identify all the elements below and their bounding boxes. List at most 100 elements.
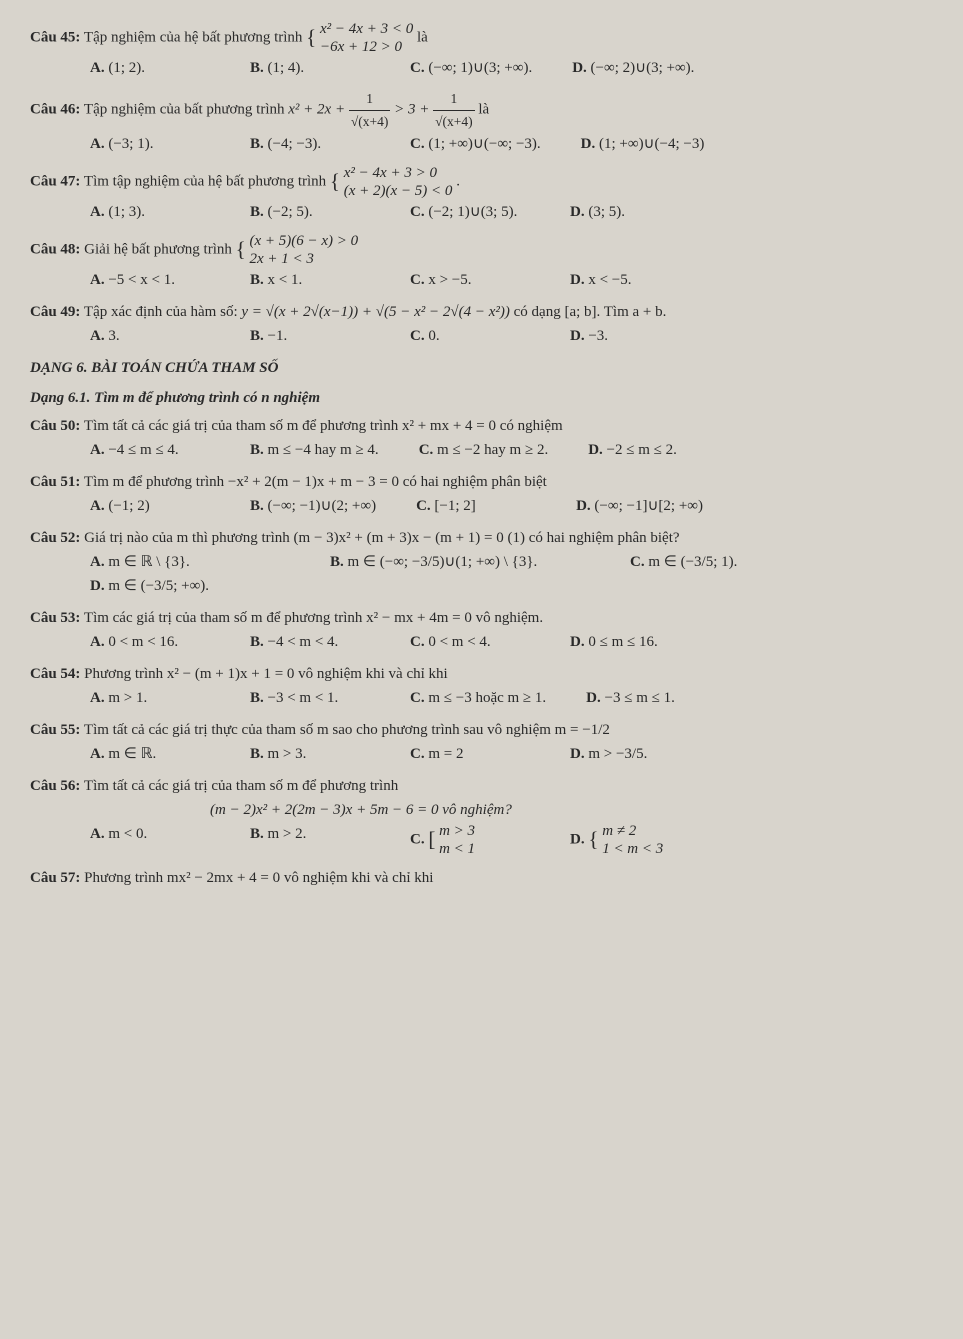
q55-opt-d: D. m > −3/5. [570, 742, 690, 766]
q47-text-before: Tìm tập nghiệm của hệ bất phương trình [84, 174, 330, 190]
q52-label: Câu 52: [30, 530, 80, 546]
q47-text-after: . [456, 174, 460, 190]
q47-label: Câu 47: [30, 174, 80, 190]
q47-opt-b: B. (−2; 5). [250, 200, 370, 224]
q57-text: Phương trình mx² − 2mx + 4 = 0 vô nghiệm… [84, 870, 433, 886]
q46-expr-lhs: x² + 2x + [288, 102, 349, 118]
q51-opt-c: C. [−1; 2] [416, 494, 536, 518]
q53-opt-c: C. 0 < m < 4. [410, 630, 530, 654]
q53-label: Câu 53: [30, 610, 80, 626]
question-50: Câu 50: Tìm tất cả các giá trị của tham … [30, 414, 933, 462]
q49-text-after: có dạng [a; b]. Tìm a + b. [514, 304, 667, 320]
q52-options: A. m ∈ ℝ \ {3}. B. m ∈ (−∞; −3/5)∪(1; +∞… [90, 550, 933, 598]
q46-options: A. (−3; 1). B. (−4; −3). C. (1; +∞)∪(−∞;… [90, 132, 933, 156]
q51-opt-b: B. (−∞; −1)∪(2; +∞) [250, 494, 376, 518]
q52-opt-d: D. m ∈ (−3/5; +∞). [90, 574, 290, 598]
q48-opt-a: A. −5 < x < 1. [90, 268, 210, 292]
q52-opt-c: C. m ∈ (−3/5; 1). [630, 550, 830, 574]
q48-text-before: Giải hệ bất phương trình [84, 242, 235, 258]
q56-opt-c: C. [ m > 3 m < 1 [410, 822, 530, 858]
q52-text: Giá trị nào của m thì phương trình (m − … [84, 530, 679, 546]
q47-opt-d: D. (3; 5). [570, 200, 690, 224]
q50-opt-c: C. m ≤ −2 hay m ≥ 2. [419, 438, 549, 462]
q56-text-before: Tìm tất cả các giá trị của tham số m để … [84, 778, 398, 794]
q56-expr: (m − 2)x² + 2(2m − 3)x + 5m − 6 = 0 vô n… [210, 802, 512, 818]
q47-system: x² − 4x + 3 > 0 (x + 2)(x − 5) < 0 [344, 164, 453, 200]
q56-opt-a: A. m < 0. [90, 822, 210, 858]
q48-options: A. −5 < x < 1. B. x < 1. C. x > −5. D. x… [90, 268, 933, 292]
q45-system: x² − 4x + 3 < 0 −6x + 12 > 0 [320, 20, 413, 56]
q46-text-before: Tập nghiệm của bất phương trình [84, 102, 288, 118]
q48-opt-c: C. x > −5. [410, 268, 530, 292]
question-47: Câu 47: Tìm tập nghiệm của hệ bất phương… [30, 164, 933, 224]
q51-label: Câu 51: [30, 474, 80, 490]
q45-opt-c: C. (−∞; 1)∪(3; +∞). [410, 56, 532, 80]
q55-opt-a: A. m ∈ ℝ. [90, 742, 210, 766]
q46-opt-b: B. (−4; −3). [250, 132, 370, 156]
q53-opt-d: D. 0 ≤ m ≤ 16. [570, 630, 690, 654]
subheading-dang61: Dạng 6.1. Tìm m để phương trình có n ngh… [30, 386, 933, 410]
q53-text: Tìm các giá trị của tham số m để phương … [84, 610, 543, 626]
question-46: Câu 46: Tập nghiệm của bất phương trình … [30, 88, 933, 156]
q47-opt-a: A. (1; 3). [90, 200, 210, 224]
q47-options: A. (1; 3). B. (−2; 5). C. (−2; 1)∪(3; 5)… [90, 200, 933, 224]
q46-opt-a: A. (−3; 1). [90, 132, 210, 156]
q50-options: A. −4 ≤ m ≤ 4. B. m ≤ −4 hay m ≥ 4. C. m… [90, 438, 933, 462]
q46-text-after: là [478, 102, 489, 118]
question-57: Câu 57: Phương trình mx² − 2mx + 4 = 0 v… [30, 866, 933, 890]
q49-opt-b: B. −1. [250, 324, 370, 348]
brace-left: { [236, 237, 246, 261]
q50-text: Tìm tất cả các giá trị của tham số m để … [84, 418, 563, 434]
q49-label: Câu 49: [30, 304, 80, 320]
q52-opt-b: B. m ∈ (−∞; −3/5)∪(1; +∞) \ {3}. [330, 550, 590, 574]
question-53: Câu 53: Tìm các giá trị của tham số m để… [30, 606, 933, 654]
q56-expr-line: (m − 2)x² + 2(2m − 3)x + 5m − 6 = 0 vô n… [210, 798, 933, 822]
q48-label: Câu 48: [30, 242, 80, 258]
q45-opt-a: A. (1; 2). [90, 56, 210, 80]
q55-text: Tìm tất cả các giá trị thực của tham số … [84, 722, 610, 738]
brace-left: { [588, 827, 598, 851]
q50-opt-d: D. −2 ≤ m ≤ 2. [588, 438, 708, 462]
q54-opt-a: A. m > 1. [90, 686, 210, 710]
brace-left: { [330, 169, 340, 193]
q56-options: A. m < 0. B. m > 2. C. [ m > 3 m < 1 D. … [90, 822, 933, 858]
q54-opt-d: D. −3 ≤ m ≤ 1. [586, 686, 706, 710]
q49-opt-c: C. 0. [410, 324, 530, 348]
heading-dang6: DẠNG 6. BÀI TOÁN CHỨA THAM SỐ [30, 356, 933, 380]
q55-opt-c: C. m = 2 [410, 742, 530, 766]
q51-options: A. (−1; 2) B. (−∞; −1)∪(2; +∞) C. [−1; 2… [90, 494, 933, 518]
q54-label: Câu 54: [30, 666, 80, 682]
question-54: Câu 54: Phương trình x² − (m + 1)x + 1 =… [30, 662, 933, 710]
question-51: Câu 51: Tìm m để phương trình −x² + 2(m … [30, 470, 933, 518]
q46-label: Câu 46: [30, 102, 80, 118]
q45-label: Câu 45: [30, 29, 80, 45]
q45-options: A. (1; 2). B. (1; 4). C. (−∞; 1)∪(3; +∞)… [90, 56, 933, 80]
q48-opt-b: B. x < 1. [250, 268, 370, 292]
q48-system: (x + 5)(6 − x) > 0 2x + 1 < 3 [249, 232, 358, 268]
q46-opt-c: C. (1; +∞)∪(−∞; −3). [410, 132, 541, 156]
q49-expr: y = √(x + 2√(x−1)) + √(5 − x² − 2√(4 − x… [241, 304, 510, 320]
question-49: Câu 49: Tập xác định của hàm số: y = √(x… [30, 300, 933, 348]
q55-label: Câu 55: [30, 722, 80, 738]
q45-text-before: Tập nghiệm của hệ bất phương trình [84, 29, 306, 45]
question-52: Câu 52: Giá trị nào của m thì phương trì… [30, 526, 933, 598]
q49-opt-a: A. 3. [90, 324, 210, 348]
q49-opt-d: D. −3. [570, 324, 690, 348]
q53-opt-b: B. −4 < m < 4. [250, 630, 370, 654]
brace-left: [ [428, 827, 435, 851]
q53-options: A. 0 < m < 16. B. −4 < m < 4. C. 0 < m <… [90, 630, 933, 654]
q53-opt-a: A. 0 < m < 16. [90, 630, 210, 654]
q56-opt-b: B. m > 2. [250, 822, 370, 858]
q49-options: A. 3. B. −1. C. 0. D. −3. [90, 324, 933, 348]
q46-frac2: 1√(x+4) [433, 88, 475, 132]
question-55: Câu 55: Tìm tất cả các giá trị thực của … [30, 718, 933, 766]
q56-label: Câu 56: [30, 778, 80, 794]
q54-options: A. m > 1. B. −3 < m < 1. C. m ≤ −3 hoặc … [90, 686, 933, 710]
q45-text-after: là [417, 29, 428, 45]
brace-left: { [306, 25, 316, 49]
q51-opt-a: A. (−1; 2) [90, 494, 210, 518]
q55-opt-b: B. m > 3. [250, 742, 370, 766]
question-48: Câu 48: Giải hệ bất phương trình { (x + … [30, 232, 933, 292]
q51-text: Tìm m để phương trình −x² + 2(m − 1)x + … [84, 474, 547, 490]
q55-options: A. m ∈ ℝ. B. m > 3. C. m = 2 D. m > −3/5… [90, 742, 933, 766]
